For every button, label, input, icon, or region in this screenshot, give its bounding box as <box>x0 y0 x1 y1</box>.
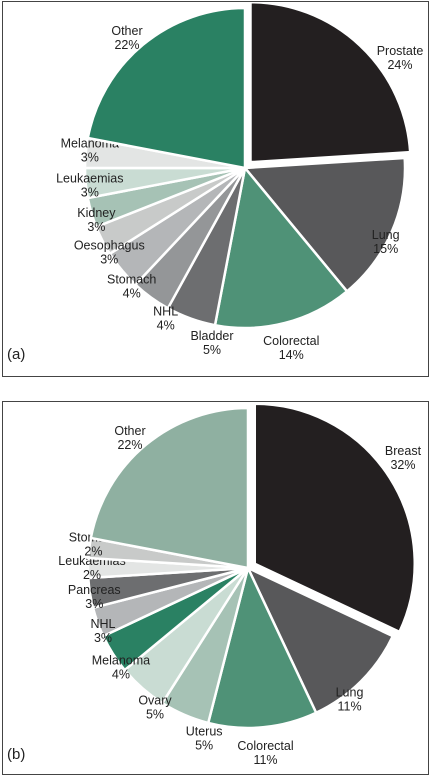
pie-slice-prostate <box>249 2 412 164</box>
slice-label-bladder: Bladder 5% <box>190 329 233 357</box>
slice-label-other: Other 22% <box>114 424 145 452</box>
pie-chart-a: Prostate 24% Lung 15% Colorectal 14% Bladder 5%… <box>56 2 424 362</box>
slice-label-colorectal: Colorectal 14% <box>263 334 319 362</box>
pie-slice-lung <box>242 156 407 294</box>
slice-label-prostate: Prostate 24% <box>377 44 424 72</box>
slice-label-pancreas: Pancreas 3% <box>68 583 121 611</box>
pie-slice-colorectal <box>206 564 318 730</box>
slice-label-other: Other 22% <box>111 24 142 52</box>
slice-label-kidney: Kidney 3% <box>77 206 116 234</box>
pie-chart-panel-b: Breast 32% Lung 11% Colorectal 11% Uterus 5% Ova… <box>2 401 429 775</box>
slice-label-breast: Breast 32% <box>385 444 422 472</box>
slice-label-colorectal: Colorectal 11% <box>237 739 293 767</box>
slice-label-nhl: NHL 4% <box>153 304 178 332</box>
slice-label-lung: Lung 15% <box>372 228 400 256</box>
pie-chart-b: Breast 32% Lung 11% Colorectal 11% Uterus 5% Ova… <box>58 402 422 767</box>
pie-chart-panel-a: Prostate 24% Lung 15% Colorectal 14% Bladder 5%… <box>2 1 429 377</box>
pie-slice-other <box>86 6 247 170</box>
slice-label-uterus: Uterus 5% <box>186 725 223 753</box>
slice-label-lung: Lung 11% <box>336 686 364 714</box>
slice-label-oesophagus: Oesophagus 3% <box>74 238 145 266</box>
panel-label-a: (a) <box>7 346 26 363</box>
slice-label-ovary: Ovary 5% <box>138 694 172 722</box>
slice-label-nhl: NHL 3% <box>90 617 115 645</box>
pie-slice-lung <box>245 565 395 715</box>
slice-label-leukaemias: Leukaemias 3% <box>56 172 123 200</box>
pie-slice-other <box>89 406 250 570</box>
slice-label-melanoma: Melanoma 4% <box>92 654 150 682</box>
slice-label-stomach: Stomach 4% <box>107 273 156 301</box>
pie-slice-colorectal <box>213 165 349 330</box>
pie-slice-breast <box>253 402 416 634</box>
panel-label-b: (b) <box>7 746 26 763</box>
